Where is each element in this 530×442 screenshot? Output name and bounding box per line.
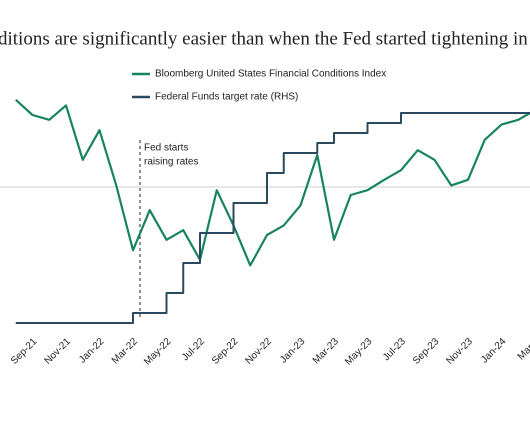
annotation: Fed starts	[144, 143, 188, 154]
x-tick-label: Jan-22	[77, 336, 107, 366]
x-tick-label: May-23	[343, 336, 375, 368]
x-tick-label: Sep-21	[9, 336, 40, 367]
x-tick-label: Jul-23	[381, 336, 408, 363]
chart-title: ditions are significantly easier than wh…	[0, 28, 528, 49]
x-tick-label: May-22	[142, 336, 174, 368]
x-tick-label: Nov-21	[42, 336, 73, 367]
x-tick-label: Nov-23	[444, 336, 475, 367]
x-tick-label: Nov-22	[243, 336, 274, 367]
x-tick-label: Jul-22	[180, 336, 207, 363]
data-line	[15, 112, 530, 324]
x-tick-label: Jan-23	[278, 336, 308, 366]
annotation: raising rates	[144, 157, 198, 168]
x-tick-label: Mar-22	[110, 336, 140, 366]
legend-label: Federal Funds target rate (RHS)	[155, 92, 298, 103]
x-tick-label: Mar-2	[516, 336, 530, 363]
x-tick-label: Jan-24	[479, 336, 509, 366]
x-tick-label: Sep-23	[411, 336, 442, 367]
data-line	[15, 98, 530, 267]
legend-label: Bloomberg United States Financial Condit…	[155, 69, 386, 80]
x-tick-label: Sep-22	[210, 336, 241, 367]
x-tick-label: Mar-23	[311, 336, 341, 366]
